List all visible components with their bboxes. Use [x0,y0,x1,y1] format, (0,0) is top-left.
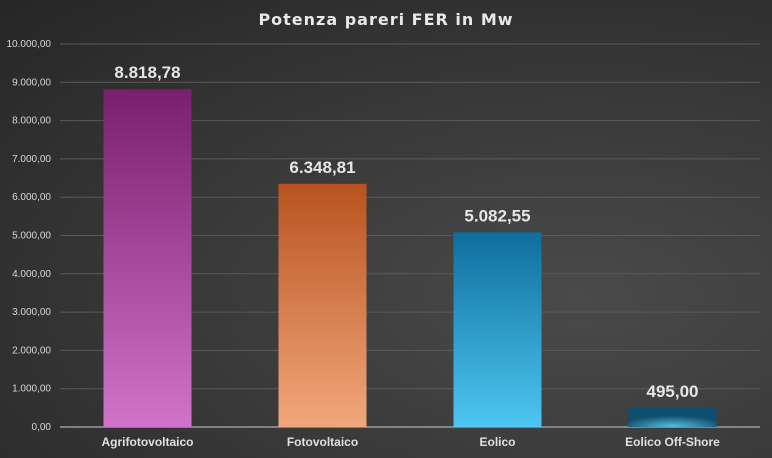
y-tick-label: 3.000,00 [12,307,51,318]
x-category-label: Eolico Off-Shore [625,435,720,449]
chart-title: Potenza pareri FER in Mw [258,10,513,29]
y-tick-label: 8.000,00 [12,116,51,127]
y-tick-label: 4.000,00 [12,269,51,280]
y-tick-label: 5.000,00 [12,231,51,242]
bar-eolico [453,232,542,427]
y-tick-label: 1.000,00 [12,384,51,395]
data-label: 8.818,78 [114,63,180,82]
x-category-label: Agrifotovoltaico [102,435,194,449]
bar-eolico-off-shore [628,408,717,427]
x-category-label: Eolico [479,435,515,449]
data-label: 5.082,55 [464,206,530,225]
y-tick-label: 0,00 [32,422,52,433]
y-tick-label: 6.000,00 [12,192,51,203]
data-label: 6.348,81 [289,158,355,177]
y-tick-label: 7.000,00 [12,154,51,165]
y-tick-label: 9.000,00 [12,77,51,88]
x-category-label: Fotovoltaico [287,435,358,449]
y-tick-label: 2.000,00 [12,345,51,356]
bar-fotovoltaico [278,183,367,427]
y-tick-label: 10.000,00 [7,39,52,50]
data-label: 495,00 [647,382,699,401]
bar-agrifotovoltaico [103,89,192,427]
